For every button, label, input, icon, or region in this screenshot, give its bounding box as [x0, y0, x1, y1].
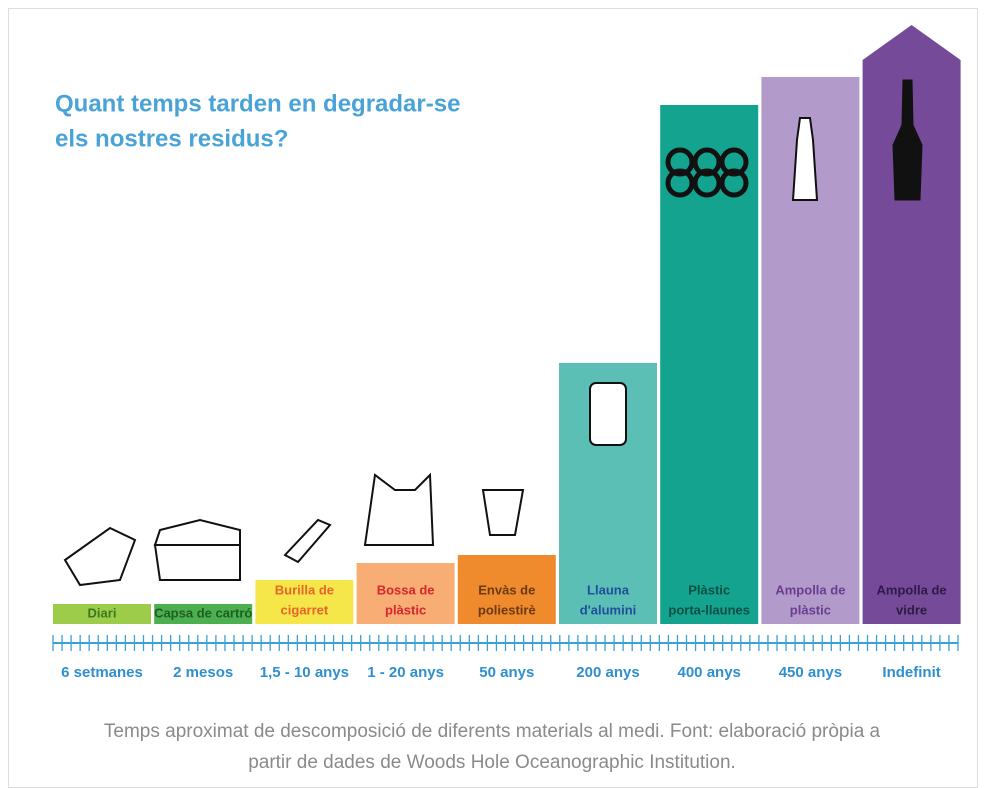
- bar-label: Ampolla de: [877, 582, 947, 597]
- bar-label: Diari: [88, 605, 117, 620]
- bar-label: Capsa de cartró: [154, 605, 252, 620]
- time-label: 6 setmanes: [61, 664, 143, 681]
- bar-label: vidre: [896, 602, 927, 617]
- time-label: 400 anys: [678, 664, 741, 681]
- bar-label: plàstic: [385, 602, 426, 617]
- bar-arrow: [863, 25, 961, 60]
- bar-label: porta-llaunes: [668, 602, 750, 617]
- icon-bag: [365, 475, 433, 545]
- bar-label: Plàstic: [688, 582, 730, 597]
- bar-label: cigarret: [281, 602, 329, 617]
- bar-label: poliestirè: [478, 602, 536, 617]
- time-label: Indefinit: [882, 664, 940, 681]
- caption-line: Temps aproximat de descomposició de dife…: [104, 721, 881, 742]
- icon-cigarette: [285, 520, 330, 562]
- title-line: els nostres residus?: [55, 125, 288, 152]
- bar-label: Ampolla de: [775, 582, 845, 597]
- icon-newspaper: [65, 528, 135, 585]
- bar-label: Burilla de: [275, 582, 334, 597]
- icon-box: [155, 520, 240, 580]
- time-label: 200 anys: [576, 664, 639, 681]
- time-label: 50 anys: [479, 664, 534, 681]
- caption-line: partir de dades de Woods Hole Oceanograp…: [248, 752, 736, 773]
- axis: 6 setmanes 2 mesos 1,5 - 10 anys 1 - 20 any…: [53, 635, 958, 681]
- bar-label: Bossa de: [377, 582, 435, 597]
- icon-can: [590, 383, 626, 445]
- time-label: 450 anys: [779, 664, 842, 681]
- bar-label: d'alumini: [580, 602, 637, 617]
- time-label: 1,5 - 10 anys: [260, 664, 349, 681]
- time-label: 1 - 20 anys: [367, 664, 444, 681]
- time-label: 2 mesos: [173, 664, 233, 681]
- infographic: Quant temps tarden en degradar-se els no…: [0, 0, 985, 773]
- title-line: Quant temps tarden en degradar-se: [55, 90, 460, 117]
- bar-label: Envàs de: [478, 582, 535, 597]
- icon-cup: [483, 490, 523, 535]
- bar-label: Llauna: [587, 582, 630, 597]
- bar-label: plàstic: [790, 602, 831, 617]
